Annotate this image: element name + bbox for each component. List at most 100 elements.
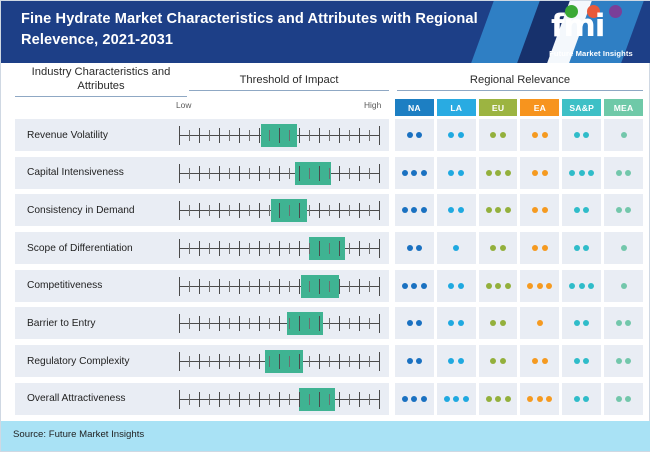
scale-tick	[208, 130, 210, 141]
relevance-dot-icon	[583, 207, 590, 214]
threshold-scale	[178, 307, 380, 339]
scale-tick	[318, 241, 320, 257]
scale-tick	[178, 352, 180, 372]
relevance-cell-sap	[562, 269, 602, 302]
scale-tick	[188, 205, 190, 217]
relevance-dot-icon	[457, 320, 464, 327]
attribute-label: Scope of Differentiation	[27, 242, 133, 254]
regional-relevance-cells	[395, 232, 643, 265]
scale-tick	[368, 167, 370, 179]
relevance-dot-icon	[401, 169, 408, 176]
scale-tick	[368, 130, 370, 141]
scale-tick	[268, 280, 270, 292]
relevance-dot-icon	[578, 282, 585, 289]
relevance-cell-na	[395, 119, 434, 151]
scale-tick	[338, 241, 340, 257]
logo-dots	[565, 5, 637, 20]
scale-tick	[308, 318, 310, 330]
scale-tick	[348, 205, 350, 217]
scale-tick	[298, 165, 300, 181]
relevance-dot-icon	[625, 395, 632, 402]
regional-relevance-cells	[395, 156, 643, 189]
column-header-regional: Regional Relevance	[397, 73, 643, 91]
scale-tick	[278, 165, 280, 181]
scale-tick	[248, 393, 250, 405]
relevance-cell-mea	[604, 269, 643, 302]
scale-tick	[178, 163, 180, 183]
relevance-dot-icon	[578, 169, 585, 176]
relevance-dot-icon	[620, 132, 627, 138]
region-chip-eu[interactable]: EU	[478, 99, 518, 116]
region-chip-ea[interactable]: EA	[520, 99, 560, 116]
region-chip-sap[interactable]: SA&P	[562, 99, 602, 116]
relevance-dot-icon	[573, 358, 580, 365]
relevance-cell-la	[436, 119, 476, 151]
relevance-dot-icon	[546, 282, 553, 289]
scale-tick	[218, 165, 220, 181]
threshold-impact-block	[309, 237, 345, 261]
relevance-dot-icon	[504, 282, 511, 289]
relevance-cell-mea	[604, 382, 643, 415]
scale-tick	[258, 128, 260, 143]
scale-tick	[318, 165, 320, 181]
scale-tick	[298, 354, 300, 370]
scale-tick	[358, 165, 360, 181]
table-row: Consistency in Demand	[1, 194, 650, 230]
scale-tick	[198, 241, 200, 257]
relevance-dot-icon	[541, 132, 548, 138]
relevance-cell-la	[436, 194, 476, 227]
relevance-dot-icon	[541, 169, 548, 176]
relevance-dot-icon	[406, 245, 413, 252]
scale-tick	[238, 391, 240, 407]
relevance-cell-la	[436, 232, 476, 265]
threshold-scale	[178, 194, 380, 226]
scale-tick	[378, 239, 380, 259]
region-chip-na[interactable]: NA	[395, 99, 434, 116]
relevance-dot-icon	[448, 358, 455, 365]
relevance-cell-mea	[604, 194, 643, 227]
scale-tick	[198, 316, 200, 332]
relevance-dot-icon	[541, 358, 548, 365]
scale-tick	[288, 318, 290, 330]
scale-tick	[278, 241, 280, 257]
scale-tick	[378, 276, 380, 296]
scale-tick	[278, 128, 280, 143]
relevance-dot-icon	[416, 245, 423, 252]
relevance-dot-icon	[457, 169, 464, 176]
relevance-dot-icon	[495, 282, 502, 289]
relevance-dot-icon	[615, 358, 622, 365]
scale-tick	[258, 391, 260, 407]
scale-tick	[378, 389, 380, 409]
relevance-cell-eu	[478, 156, 518, 189]
column-header-threshold: Threshold of Impact	[189, 73, 389, 91]
region-chip-mea[interactable]: MEA	[604, 99, 643, 116]
scale-tick	[248, 280, 250, 292]
relevance-cell-la	[436, 345, 476, 378]
regional-relevance-cells	[395, 269, 643, 302]
relevance-dot-icon	[448, 320, 455, 327]
relevance-dot-icon	[495, 395, 502, 402]
relevance-cell-eu	[478, 345, 518, 378]
relevance-dot-icon	[411, 207, 418, 214]
scale-tick	[278, 278, 280, 294]
relevance-cell-mea	[604, 345, 643, 378]
scale-tick	[358, 203, 360, 219]
relevance-dot-icon	[620, 245, 627, 252]
scale-tick	[228, 280, 230, 292]
relevance-dot-icon	[625, 358, 632, 365]
scale-tick	[238, 203, 240, 219]
scale-tick	[378, 352, 380, 372]
scale-tick	[248, 205, 250, 217]
scale-tick	[178, 201, 180, 221]
scale-tick	[348, 393, 350, 405]
scale-tick	[228, 130, 230, 141]
relevance-dot-icon	[401, 207, 408, 214]
attribute-label: Revenue Volatility	[27, 129, 108, 141]
region-chip-la[interactable]: LA	[436, 99, 476, 116]
relevance-dot-icon	[588, 169, 595, 176]
threshold-impact-block	[287, 312, 323, 336]
scale-tick	[258, 165, 260, 181]
relevance-dot-icon	[536, 395, 543, 402]
scale-tick	[188, 167, 190, 179]
scale-tick	[378, 126, 380, 145]
